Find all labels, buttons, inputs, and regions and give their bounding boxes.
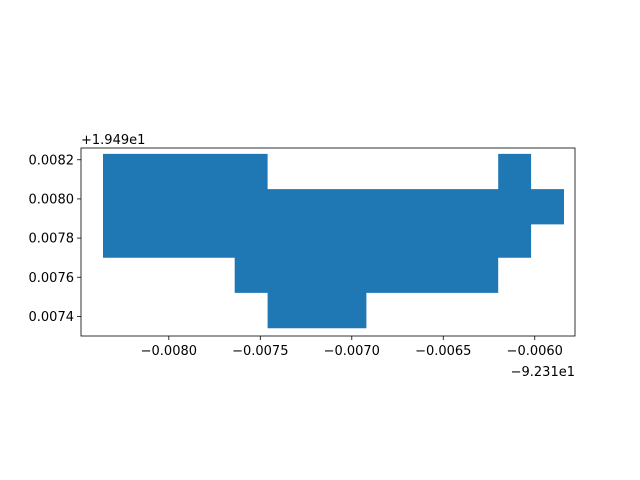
y-tick-label: 0.0080 [29,192,75,207]
axes: −0.0080 −0.0075 −0.0070 −0.0065 −0.0060 0.007… [29,147,576,359]
x-offset-label: −9.231e1 [511,365,575,380]
y-tick-label: 0.0078 [29,232,75,247]
plot-area [103,153,564,329]
axes-frame [80,147,576,337]
x-tick-label: −0.0075 [232,344,288,359]
y-tick-label: 0.0082 [29,153,75,168]
series-polygon [103,153,564,329]
y-offset-label: +1.949e1 [81,133,145,148]
y-tick-label: 0.0076 [29,271,75,286]
x-tick-label: −0.0065 [415,344,471,359]
x-tick-label: −0.0070 [324,344,380,359]
x-tick-label: −0.0080 [141,344,197,359]
x-tick-label: −0.0060 [507,344,563,359]
y-tick-label: 0.0074 [29,310,75,325]
